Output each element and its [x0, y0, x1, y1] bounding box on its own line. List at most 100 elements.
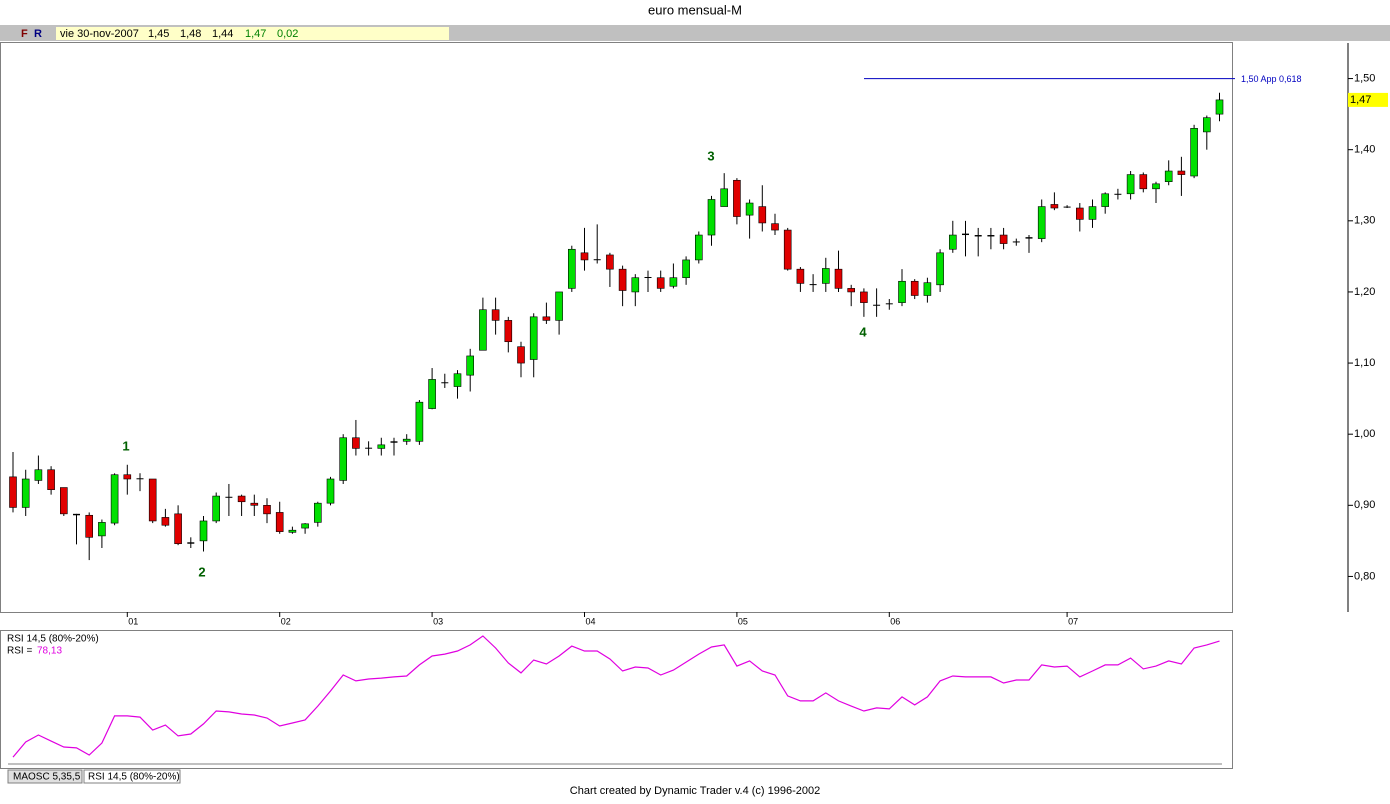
candle-body [491, 309, 500, 321]
candle-body [720, 188, 729, 207]
x-tick-label: 04 [586, 616, 596, 626]
candle-body [441, 382, 449, 384]
candle-body [1050, 204, 1059, 209]
candle-body [962, 233, 969, 236]
candle-body [593, 259, 601, 261]
candle-body [123, 474, 132, 480]
candle-body [9, 476, 17, 508]
y-tick-label: 1,00 [1354, 428, 1375, 440]
candle-body [1063, 206, 1071, 208]
candle-body [936, 252, 944, 286]
tab-active[interactable] [83, 769, 181, 784]
candle-body [669, 277, 678, 287]
last-price-label: 1,47 [1350, 94, 1371, 106]
candle-body [1114, 193, 1122, 195]
info-box [56, 27, 449, 40]
candle-body [923, 282, 932, 296]
candle-body [974, 235, 982, 237]
candle-body [1101, 193, 1109, 207]
candle-body [225, 496, 233, 498]
candle-body [73, 513, 80, 516]
candle-body [199, 520, 208, 542]
rsi-value-name: RSI = [7, 646, 32, 657]
candle-body [517, 346, 525, 364]
candle-body [580, 252, 589, 261]
tab[interactable] [7, 769, 83, 784]
candle-body [1152, 183, 1160, 190]
candle-body [479, 309, 487, 351]
y-tick-label: 1,30 [1354, 215, 1375, 227]
price-pane [0, 42, 1233, 613]
candle-body [504, 320, 513, 343]
candle-body [110, 474, 119, 524]
candle-body [352, 437, 360, 449]
rsi-title: RSI 14,5 (80%-20%) [7, 634, 99, 645]
candle-body [834, 268, 843, 289]
candle-body [85, 514, 93, 538]
rsi-pane [0, 630, 1233, 769]
info-field: 0,02 [277, 28, 298, 40]
candle-body [250, 502, 259, 506]
y-tick-label: 1,20 [1354, 286, 1375, 298]
info-field: vie 30-nov-2007 [60, 28, 139, 40]
candle-body [847, 288, 856, 293]
info-field: 1,47 [245, 28, 266, 40]
candle-body [47, 469, 55, 490]
f-button[interactable]: F [21, 28, 28, 40]
candle-body [948, 234, 957, 250]
candle-body [631, 277, 640, 293]
wave-label: 4 [859, 324, 867, 339]
candle-body [339, 437, 348, 481]
candle-body [682, 259, 690, 279]
x-tick-label: 01 [128, 616, 138, 626]
candle-body [873, 304, 881, 306]
y-tick-label: 0,80 [1354, 570, 1375, 582]
candle-body [555, 291, 563, 321]
candle-body [860, 291, 868, 303]
tab-label[interactable]: RSI 14,5 (80%-20%) [88, 772, 180, 783]
x-tick-label: 05 [738, 616, 748, 626]
candle-body [326, 478, 335, 504]
candle-body [1190, 128, 1198, 177]
y-tick-label: 0,90 [1354, 499, 1375, 511]
wave-label: 1 [122, 438, 129, 453]
candle-body [263, 505, 271, 515]
candle-body [910, 280, 919, 296]
candle-body [212, 495, 220, 522]
candle-body [1215, 99, 1224, 115]
info-field: 1,48 [180, 28, 201, 40]
candle-body [275, 512, 284, 532]
candle-body [733, 179, 741, 217]
candle-body [1025, 237, 1033, 239]
candle-body [898, 280, 906, 303]
candle-body [174, 513, 182, 545]
last-price-box [1348, 92, 1388, 107]
wave-label: 3 [707, 148, 714, 163]
candle-body [390, 441, 398, 443]
candle-body [745, 202, 754, 216]
candle-body [618, 268, 627, 291]
candle-body [821, 268, 830, 284]
candle-body [187, 542, 195, 544]
candle-body [758, 206, 767, 224]
y-tick-label: 1,50 [1354, 72, 1375, 84]
r-button[interactable]: R [34, 28, 42, 40]
candle-body [402, 438, 411, 442]
y-tick-label: 1,10 [1354, 357, 1375, 369]
candle-body [1177, 170, 1186, 175]
candle-body [771, 223, 779, 231]
level-label: 1,50 App 0,618 [1241, 74, 1302, 84]
candle-body [1012, 241, 1020, 243]
tab-label[interactable]: MAOSC 5,35,5 [13, 772, 81, 783]
candle-body [1139, 174, 1148, 190]
candle-body [656, 277, 665, 289]
candle-body [237, 495, 246, 503]
candle-body [999, 234, 1008, 244]
candle-body [301, 523, 309, 529]
wave-label: 2 [198, 564, 205, 579]
candle-body [98, 522, 106, 537]
candle-body [365, 447, 373, 449]
candle-body [1088, 206, 1097, 220]
